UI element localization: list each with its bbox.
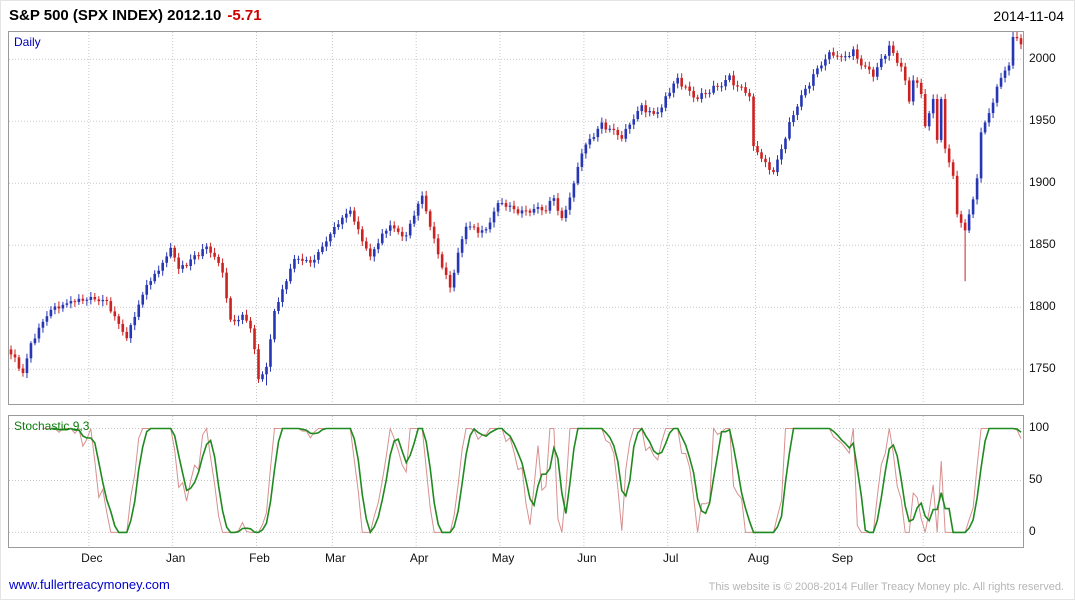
price-tick-label: 1850 xyxy=(1029,237,1056,252)
price-tick-label: 1800 xyxy=(1029,299,1056,314)
month-label: Feb xyxy=(249,551,270,565)
month-label: Mar xyxy=(325,551,346,565)
month-label: Sep xyxy=(831,551,854,565)
month-label: Jan xyxy=(165,551,186,565)
candlestick-chart-canvas xyxy=(9,32,1023,404)
price-tick-label: 1950 xyxy=(1029,113,1056,128)
copyright-text: This website is © 2008-2014 Fuller Treac… xyxy=(708,581,1064,593)
chart-header: S&P 500 (SPX INDEX) 2012.10 -5.71 xyxy=(9,7,262,24)
price-panel: Daily xyxy=(8,31,1024,405)
month-label: Aug xyxy=(747,551,770,565)
price-tick-label: 1750 xyxy=(1029,361,1056,376)
month-label: May xyxy=(491,551,515,565)
month-label: Oct xyxy=(916,551,936,565)
price-tick-label: 2000 xyxy=(1029,51,1056,66)
month-label: Dec xyxy=(81,551,103,565)
stochastic-chart-canvas xyxy=(9,416,1023,547)
stochastic-tick-label: 50 xyxy=(1029,472,1043,487)
stochastic-panel: Stochastic 9,3 xyxy=(8,415,1024,548)
date-label: 2014-11-04 xyxy=(993,8,1064,24)
price-change: -5.71 xyxy=(227,7,262,24)
price-tick-label: 1900 xyxy=(1029,175,1056,190)
page-title: S&P 500 (SPX INDEX) 2012.10 xyxy=(9,7,222,24)
stochastic-tick-label: 100 xyxy=(1029,420,1050,435)
website-link[interactable]: www.fullertreacymoney.com xyxy=(9,577,170,592)
stochastic-tick-label: 0 xyxy=(1029,524,1036,539)
month-label: Jun xyxy=(577,551,597,565)
month-label: Jul xyxy=(663,551,679,565)
stochastic-label: Stochastic 9,3 xyxy=(14,419,90,433)
month-label: Apr xyxy=(409,551,429,565)
period-label: Daily xyxy=(14,35,41,49)
